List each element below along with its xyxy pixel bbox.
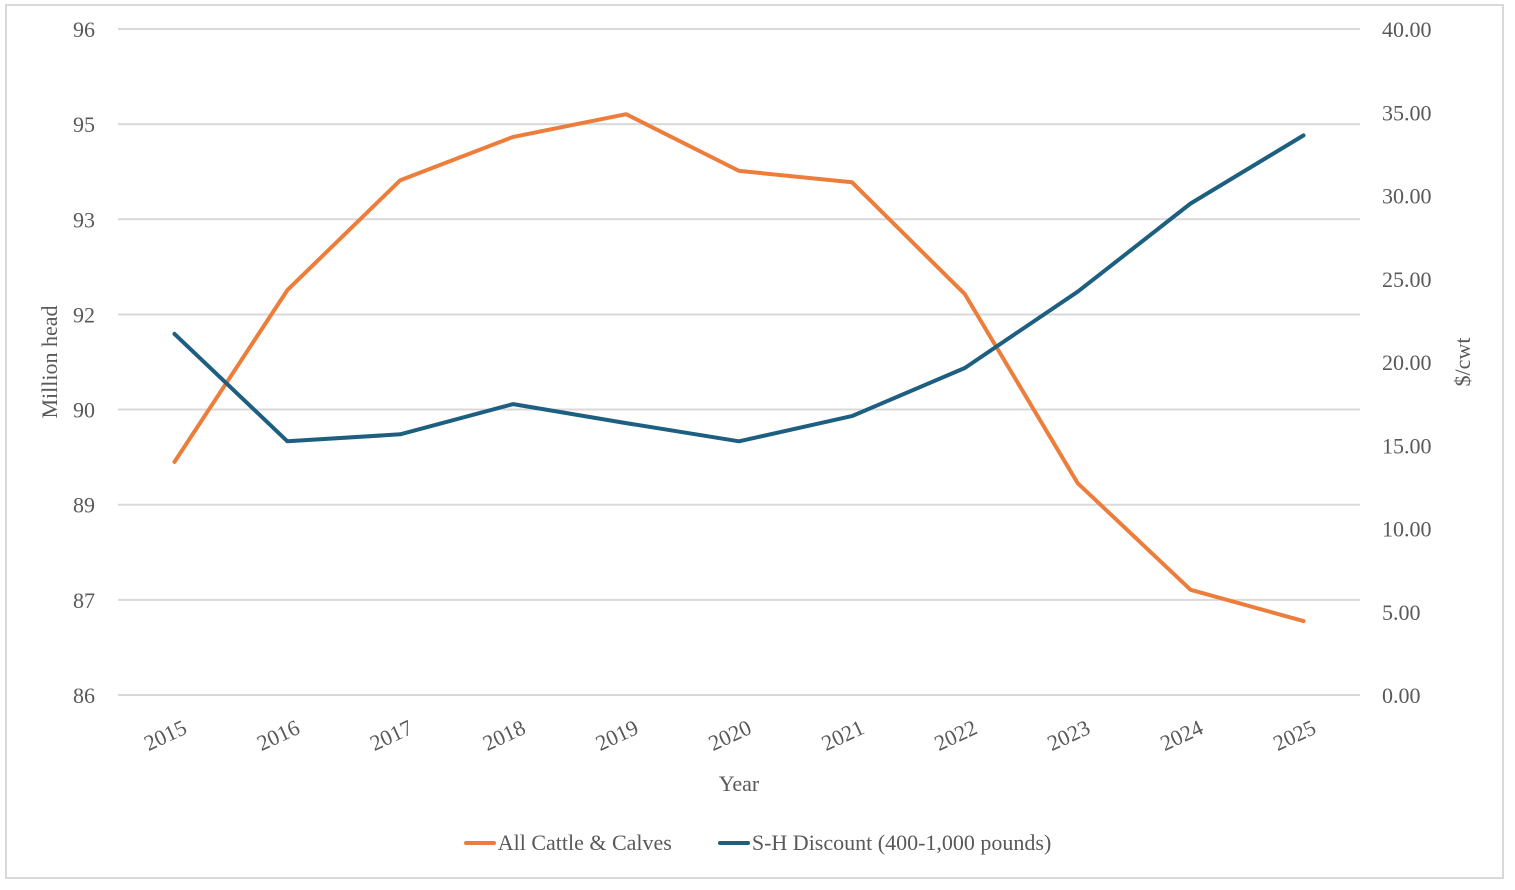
x-tick-label: 2018 [479, 715, 529, 756]
series-line-cattle [172, 112, 1306, 624]
x-axis-title: Year [719, 771, 760, 796]
x-tick-label: 2022 [930, 715, 980, 756]
legend-item-cattle[interactable]: All Cattle & Calves [463, 830, 672, 856]
y-axis-left-title: Million head [37, 305, 62, 418]
legend-swatch-sh-discount [717, 841, 750, 845]
y2-tick-label: 5.00 [1382, 600, 1421, 625]
y-tick-label: 92 [73, 302, 95, 327]
x-tick-label: 2025 [1269, 715, 1319, 756]
y2-tick-label: 30.00 [1382, 184, 1432, 209]
x-tick-label: 2024 [1156, 715, 1206, 756]
y2-tick-label: 35.00 [1382, 100, 1432, 125]
x-axis-ticks: 2015 2016 2017 2018 2019 2020 2021 2022 2023 2024… [140, 715, 1320, 756]
x-tick-label: 2020 [705, 715, 755, 756]
series-lines [172, 112, 1306, 624]
legend-swatch-cattle [463, 841, 496, 845]
y2-tick-label: 0.00 [1382, 683, 1421, 708]
legend-label-cattle: All Cattle & Calves [497, 830, 672, 855]
y2-tick-label: 40.00 [1382, 17, 1432, 42]
x-tick-label: 2021 [818, 715, 868, 756]
legend: All Cattle & Calves S-H Discount (400-1,… [0, 830, 1515, 856]
y-axis-right-title: $/cwt [1450, 338, 1475, 387]
y-tick-label: 86 [73, 683, 95, 708]
y2-tick-label: 10.00 [1382, 517, 1432, 542]
x-tick-label: 2015 [140, 715, 190, 756]
legend-item-sh-discount[interactable]: S-H Discount (400-1,000 pounds) [717, 830, 1052, 856]
y-axis-right-ticks: 40.00 35.00 30.00 25.00 20.00 15.00 10.00 5.00 0… [1382, 17, 1432, 708]
x-tick-label: 2019 [592, 715, 642, 756]
y2-tick-label: 15.00 [1382, 433, 1432, 458]
y-tick-label: 87 [73, 588, 95, 613]
y2-tick-label: 25.00 [1382, 267, 1432, 292]
gridlines [118, 28, 1360, 696]
chart-frame [5, 4, 1504, 879]
y2-tick-label: 20.00 [1382, 350, 1432, 375]
y-tick-label: 90 [73, 398, 95, 423]
y-tick-label: 89 [73, 493, 95, 518]
x-tick-label: 2023 [1043, 715, 1093, 756]
y-axis-left-ticks: 96 95 93 92 90 89 87 86 [73, 17, 95, 708]
legend-label-sh-discount: S-H Discount (400-1,000 pounds) [751, 830, 1052, 855]
y-tick-label: 96 [73, 17, 95, 42]
series-line-sh-discount [172, 133, 1306, 444]
x-tick-label: 2016 [253, 715, 303, 756]
y-tick-label: 95 [73, 112, 95, 137]
y-tick-label: 93 [73, 207, 95, 232]
x-tick-label: 2017 [366, 715, 416, 756]
